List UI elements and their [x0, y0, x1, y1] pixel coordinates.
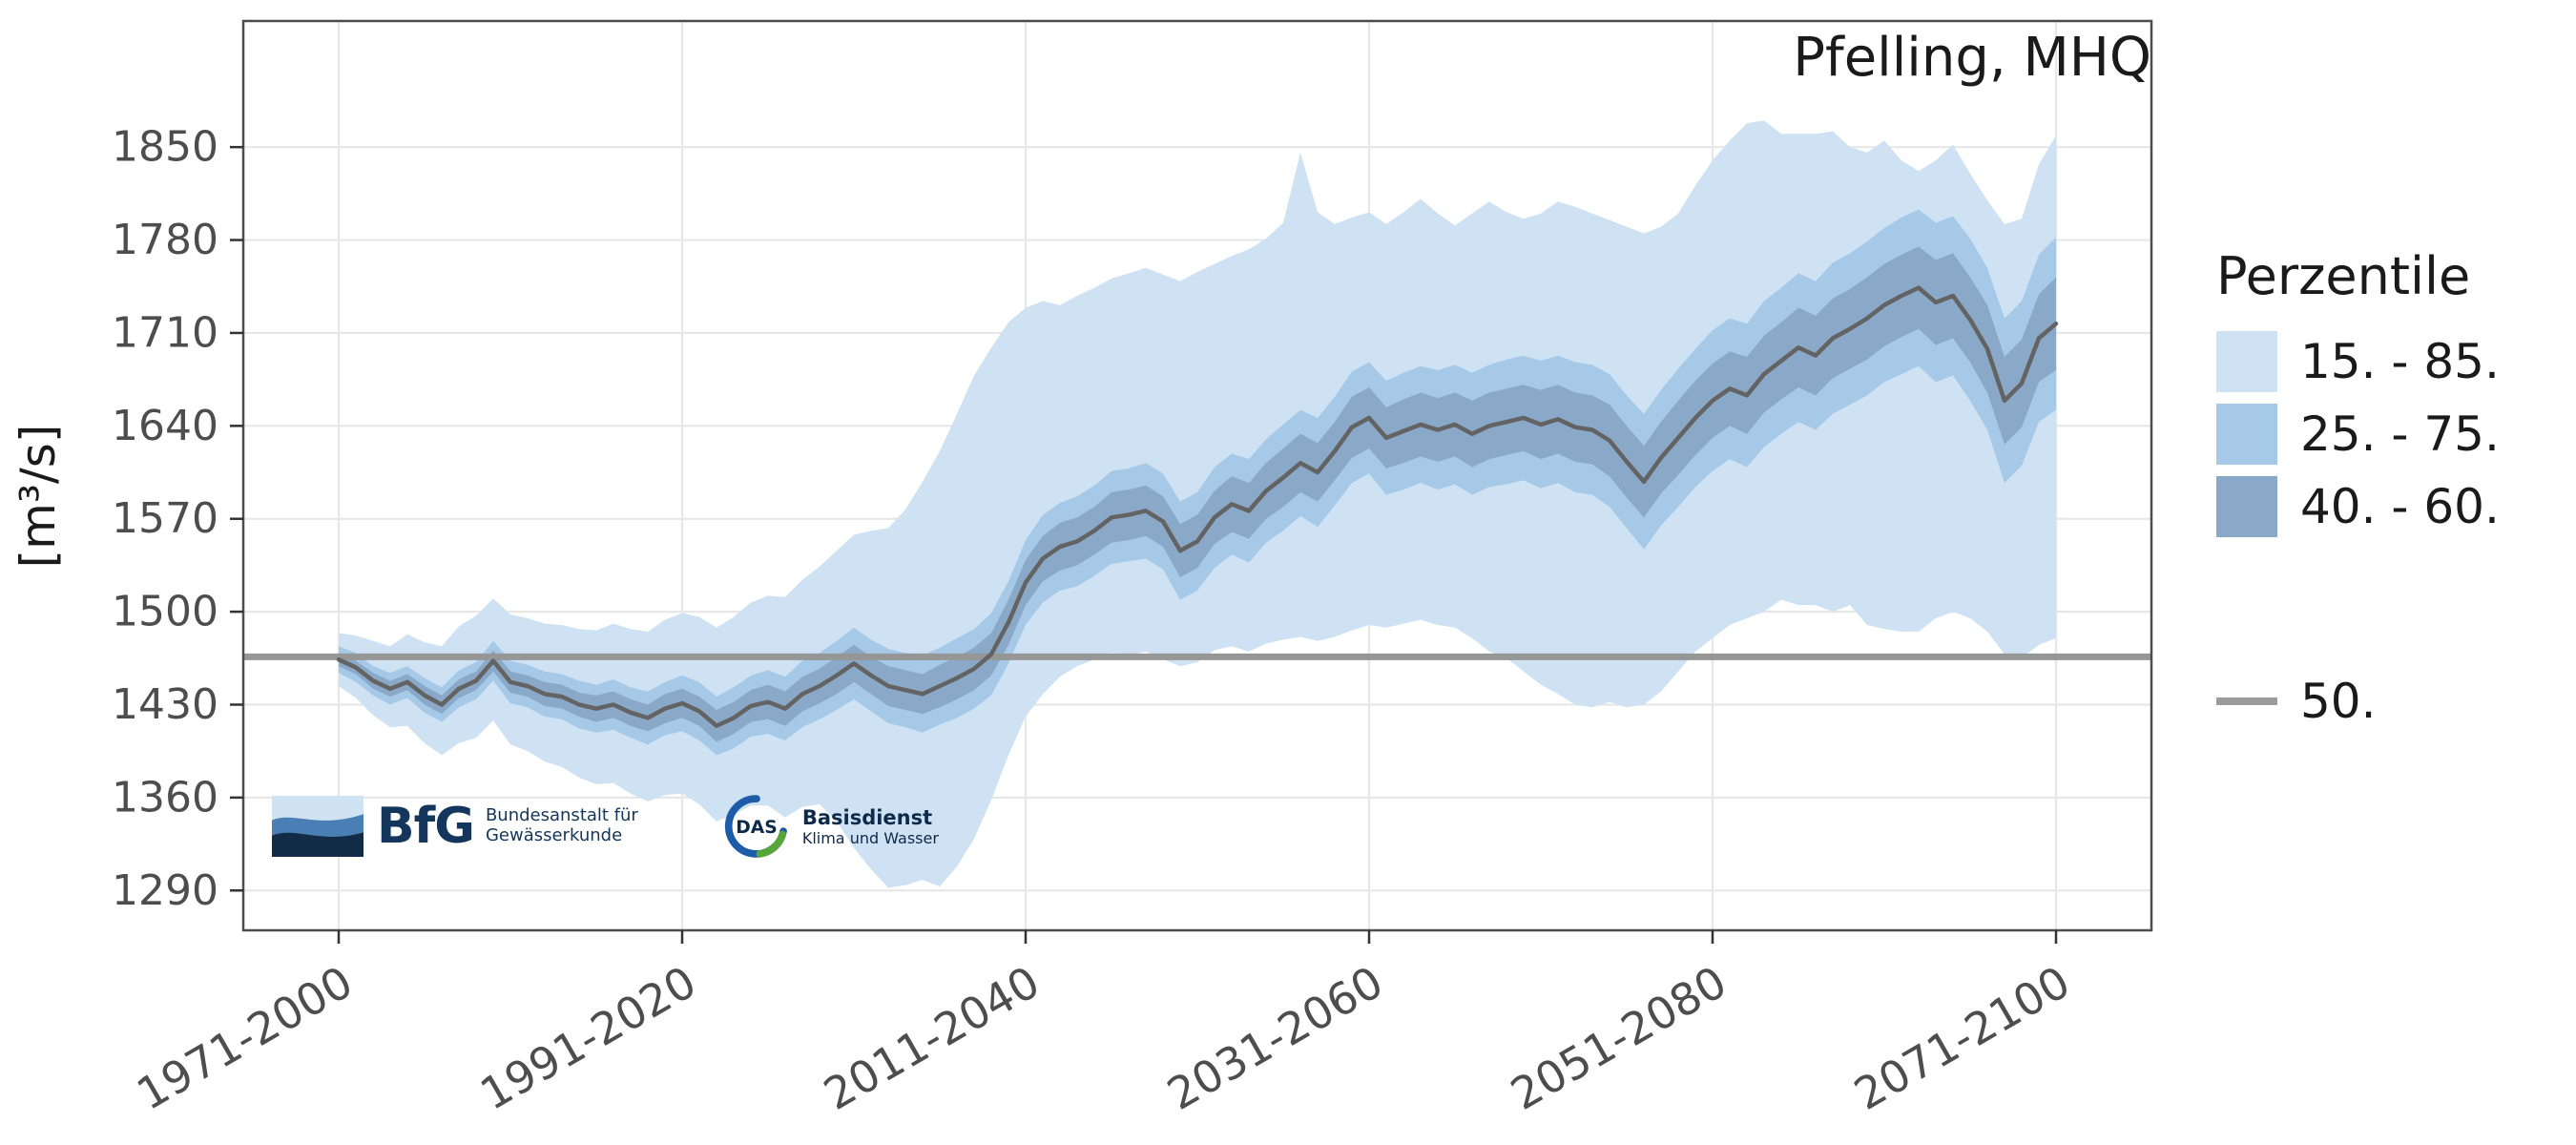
legend-swatch-40-60-icon: [2216, 476, 2277, 537]
bfg-logo-caption: Bundesanstalt für Gewässerkunde: [485, 805, 638, 845]
bfg-logo: BfG Bundesanstalt für Gewässerkunde: [272, 796, 638, 857]
svg-text:1290: 1290: [112, 866, 218, 915]
legend-median-line-icon: [2216, 671, 2277, 732]
das-caption-line2: Klima und Wasser: [801, 828, 939, 847]
svg-text:1570: 1570: [112, 494, 218, 543]
svg-text:1500: 1500: [112, 588, 218, 636]
y-axis-label: [m³/s]: [10, 424, 66, 569]
svg-text:1780: 1780: [112, 216, 218, 264]
legend-swatch-25-75-icon: [2216, 404, 2277, 465]
das-caption-line1: Basisdienst: [801, 805, 933, 829]
das-logo-icon: DAS: [724, 795, 787, 858]
bfg-logo-text: BfG: [377, 798, 475, 855]
median-line: [336, 285, 2059, 728]
svg-text:1360: 1360: [112, 773, 218, 822]
svg-text:2011-2040: 2011-2040: [815, 956, 1048, 1120]
legend-title: Perzentile: [2216, 246, 2471, 306]
legend-label: 25. - 75.: [2300, 406, 2500, 462]
bfg-logo-icon: [272, 796, 364, 857]
bfg-caption-line2: Gewässerkunde: [485, 825, 623, 845]
svg-text:1991-2020: 1991-2020: [471, 956, 704, 1120]
legend-label: 50.: [2300, 674, 2377, 729]
legend-item: 25. - 75.: [2216, 404, 2569, 465]
axis-ticks: [230, 145, 2058, 944]
legend: Perzentile 15. - 85. 25. - 75. 40. - 60.…: [2216, 246, 2569, 743]
svg-text:1430: 1430: [112, 680, 218, 729]
das-logo-caption: Basisdienst Klima und Wasser: [802, 806, 939, 847]
legend-item: 15. - 85.: [2216, 331, 2569, 392]
svg-text:1710: 1710: [112, 308, 218, 357]
legend-swatch-15-85-icon: [2216, 331, 2277, 392]
logos: BfG Bundesanstalt für Gewässerkunde DAS …: [272, 794, 939, 859]
svg-text:2051-2080: 2051-2080: [1502, 956, 1735, 1120]
das-logo: DAS Basisdienst Klima und Wasser: [724, 794, 939, 859]
svg-text:1971-2000: 1971-2000: [128, 956, 361, 1120]
svg-text:1640: 1640: [112, 402, 218, 450]
legend-label: 40. - 60.: [2300, 479, 2500, 534]
svg-text:2031-2060: 2031-2060: [1158, 956, 1391, 1120]
percentile-bands: [339, 120, 2056, 888]
legend-label: 15. - 85.: [2300, 334, 2500, 389]
legend-item-median: 50.: [2216, 671, 2569, 732]
bfg-caption-line1: Bundesanstalt für: [485, 805, 638, 826]
legend-item: 40. - 60.: [2216, 476, 2569, 537]
das-logo-text: DAS: [736, 818, 777, 838]
svg-text:2071-2100: 2071-2100: [1845, 956, 2078, 1120]
svg-text:1850: 1850: [112, 123, 218, 172]
chart-title: Pfelling, MHQ: [1793, 27, 2151, 89]
panel-border: [241, 19, 2153, 932]
